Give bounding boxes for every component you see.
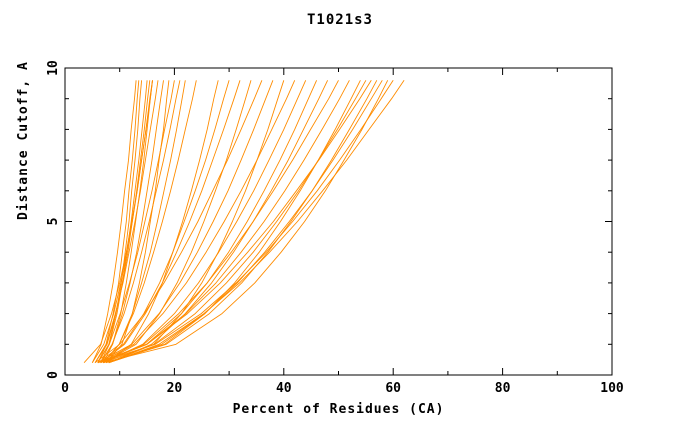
curve-model-14 xyxy=(91,80,153,363)
curve-model-04 xyxy=(102,80,153,363)
curve-model-02 xyxy=(100,80,148,363)
curve-model-27 xyxy=(100,80,372,364)
curve-model-25 xyxy=(108,80,361,364)
curve-model-31 xyxy=(97,80,394,364)
curve-model-07 xyxy=(91,80,137,363)
curve-model-19 xyxy=(100,80,296,364)
curve-model-15 xyxy=(97,80,230,364)
svg-text:100: 100 xyxy=(600,381,624,396)
curve-model-06 xyxy=(100,80,164,363)
svg-text:5: 5 xyxy=(46,218,61,226)
curve-model-36 xyxy=(83,80,153,364)
svg-text:0: 0 xyxy=(61,381,69,396)
curve-model-05 xyxy=(97,80,159,363)
svg-text:20: 20 xyxy=(167,381,183,396)
x-axis-label: Percent of Residues (CA) xyxy=(232,402,445,417)
curve-model-35 xyxy=(105,80,219,364)
curve-model-11 xyxy=(94,80,151,363)
curve-model-09 xyxy=(97,80,175,363)
chart-title: T1021s3 xyxy=(306,12,373,28)
curve-model-23 xyxy=(103,80,339,364)
curve-model-20 xyxy=(103,80,307,364)
curve-model-30 xyxy=(103,80,389,364)
curve-model-26 xyxy=(103,80,367,364)
svg-text:40: 40 xyxy=(276,381,292,396)
curve-model-32 xyxy=(108,80,405,364)
curve-model-34 xyxy=(100,80,241,364)
curve-model-28 xyxy=(105,80,378,364)
curve-model-29 xyxy=(108,80,383,364)
curve-model-16 xyxy=(103,80,252,364)
curve-model-33 xyxy=(94,80,263,364)
curve-model-24 xyxy=(97,80,350,364)
svg-text:0: 0 xyxy=(46,371,61,379)
curve-model-17 xyxy=(97,80,274,364)
svg-text:60: 60 xyxy=(385,381,401,396)
curve-model-01 xyxy=(97,80,143,363)
curve-model-10 xyxy=(102,80,186,363)
curve-model-21 xyxy=(97,80,318,364)
svg-text:10: 10 xyxy=(46,60,61,76)
curve-model-12 xyxy=(100,80,181,363)
svg-text:80: 80 xyxy=(495,381,511,396)
curve-model-22 xyxy=(108,80,329,364)
curve-model-13 xyxy=(102,80,197,363)
